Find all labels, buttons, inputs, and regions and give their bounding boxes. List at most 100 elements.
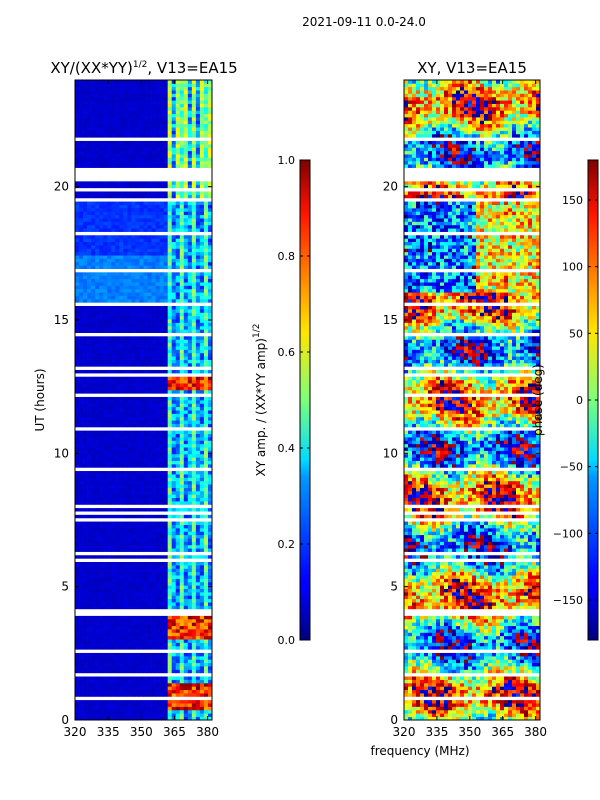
heatmap-cell: [183, 588, 189, 593]
heatmap-cell: [127, 248, 132, 253]
heatmap-cell: [175, 541, 181, 546]
heatmap-cell: [159, 184, 164, 189]
heatmap-cell: [171, 403, 177, 408]
heatmap-cell: [155, 248, 160, 253]
heatmap-cell: [75, 346, 80, 350]
heatmap-cell: [91, 204, 96, 209]
heatmap-cell: [151, 666, 156, 670]
heatmap-cell: [139, 288, 144, 293]
heatmap-cell: [159, 295, 164, 300]
heatmap-cell: [83, 592, 88, 596]
heatmap-cell: [159, 214, 164, 219]
heatmap-cell: [199, 514, 205, 519]
heatmap-cell: [123, 275, 128, 280]
heatmap-cell: [175, 578, 181, 583]
heatmap-cell: [183, 568, 189, 573]
heatmap-cell: [191, 194, 197, 199]
heatmap-cell: [143, 507, 148, 512]
heatmap-cell: [127, 605, 132, 610]
heatmap-cell: [199, 346, 205, 350]
heatmap-cell: [151, 410, 156, 414]
heatmap-cell: [119, 686, 124, 691]
heatmap-cell: [167, 204, 173, 209]
heatmap-cell: [79, 645, 84, 650]
heatmap-cell: [135, 282, 140, 286]
heatmap-cell: [127, 315, 132, 320]
flagged-row: [75, 511, 212, 515]
heatmap-cell: [179, 457, 185, 461]
heatmap-cell: [103, 568, 108, 573]
heatmap-cell: [167, 618, 173, 623]
heatmap-cell: [207, 568, 213, 573]
heatmap-cell: [83, 457, 88, 461]
heatmap-cell: [163, 245, 169, 249]
heatmap-cell: [79, 312, 84, 317]
heatmap-cell: [195, 157, 201, 162]
heatmap-cell: [151, 416, 156, 421]
heatmap-cell: [143, 315, 148, 320]
heatmap-cell: [167, 420, 173, 424]
heatmap-cell: [91, 423, 96, 428]
heatmap-cell: [159, 194, 164, 199]
heatmap-cell: [103, 484, 108, 488]
heatmap-cell: [123, 261, 128, 266]
heatmap-cell: [199, 669, 205, 674]
heatmap-cell: [159, 548, 164, 552]
heatmap-cell: [119, 265, 124, 269]
heatmap-cell: [195, 305, 201, 310]
heatmap-cell: [151, 713, 156, 717]
heatmap-cell: [175, 592, 181, 596]
heatmap-cell: [147, 416, 152, 421]
heatmap-cell: [175, 501, 181, 505]
heatmap-cell: [131, 410, 136, 414]
heatmap-cell: [195, 440, 201, 445]
heatmap-cell: [115, 322, 120, 327]
heatmap-cell: [107, 238, 112, 243]
heatmap-cell: [123, 706, 128, 711]
heatmap-cell: [103, 352, 108, 357]
heatmap-cell: [171, 464, 177, 468]
heatmap-cell: [123, 403, 128, 408]
heatmap-cell: [159, 339, 164, 344]
heatmap-cell: [75, 272, 80, 276]
heatmap-cell: [119, 699, 124, 704]
heatmap-cell: [167, 342, 173, 347]
heatmap-cell: [123, 703, 128, 707]
heatmap-cell: [203, 622, 209, 627]
heatmap-cell: [143, 585, 148, 589]
heatmap-cell: [95, 396, 100, 401]
heatmap-cell: [151, 221, 156, 226]
heatmap-cell: [131, 632, 136, 637]
heatmap-cell: [87, 477, 92, 482]
heatmap-cell: [187, 507, 193, 512]
heatmap-cell: [159, 440, 164, 445]
heatmap-cell: [95, 460, 100, 465]
heatmap-cell: [135, 305, 140, 310]
heatmap-cell: [195, 713, 201, 717]
heatmap-cell: [163, 656, 169, 660]
heatmap-cell: [187, 238, 193, 243]
heatmap-cell: [167, 265, 173, 269]
heatmap-cell: [115, 662, 120, 667]
heatmap-cell: [175, 423, 181, 428]
heatmap-cell: [79, 470, 84, 475]
heatmap-cell: [111, 204, 116, 209]
heatmap-cell: [87, 588, 92, 593]
heatmap-cell: [115, 221, 120, 226]
heatmap-cell: [119, 181, 124, 185]
heatmap-cell: [195, 656, 201, 660]
heatmap-cell: [79, 521, 84, 525]
heatmap-cell: [95, 531, 100, 536]
heatmap-cell: [143, 703, 148, 707]
heatmap-cell: [107, 450, 112, 455]
heatmap-cell: [179, 447, 185, 451]
heatmap-cell: [179, 622, 185, 627]
heatmap-cell: [203, 396, 209, 401]
heatmap-cell: [123, 228, 128, 232]
heatmap-cell: [175, 336, 181, 340]
heatmap-cell: [91, 336, 96, 340]
heatmap-cell: [111, 474, 116, 478]
heatmap-cell: [167, 548, 173, 552]
heatmap-cell: [107, 288, 112, 293]
heatmap-cell: [159, 447, 164, 451]
